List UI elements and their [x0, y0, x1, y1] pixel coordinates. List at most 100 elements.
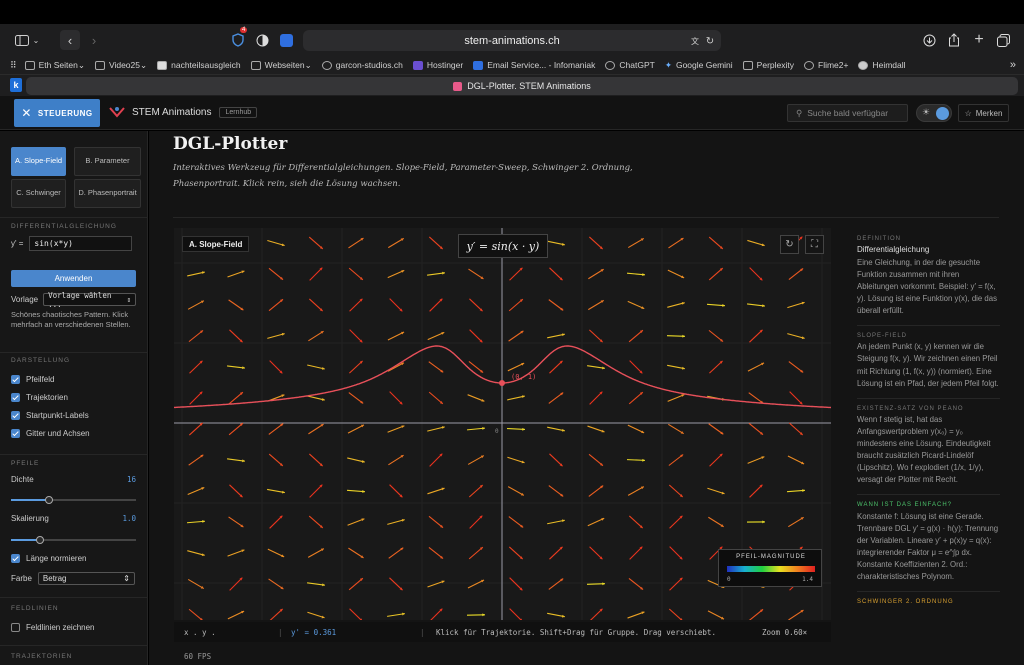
address-bar[interactable]: stem-animations.ch — [303, 30, 721, 51]
ode-prefix: y' = — [11, 239, 24, 248]
bookmark-item[interactable]: Video25 ⌄ — [94, 60, 147, 71]
bookmark-item[interactable]: Heimdall — [858, 60, 906, 70]
arrow-head — [640, 238, 644, 241]
arrow-head — [442, 271, 445, 275]
extension-button[interactable] — [278, 30, 294, 50]
steuerung-button[interactable]: ✕ STEUERUNG — [14, 99, 100, 127]
bookmark-item[interactable]: Perplexity — [742, 60, 794, 70]
arrow-head — [319, 308, 323, 312]
arrow-head — [320, 548, 324, 552]
brand[interactable]: STEM Animations Lernhub — [108, 105, 258, 119]
bookmark-item[interactable]: garcon-studios.ch — [321, 60, 403, 70]
checkbox-startpunkt-labels[interactable]: Startpunkt-Labels — [11, 411, 89, 420]
slope-arrow — [589, 546, 603, 560]
template-select[interactable]: Vorlage wählen ... ⇕ — [43, 291, 137, 309]
checkbox-pfeilfeld[interactable]: Pfeilfeld — [11, 375, 54, 384]
color-row: Farbe Betrag ⇕ — [11, 572, 135, 585]
slope-arrow — [509, 267, 523, 281]
shield-icon — [232, 33, 244, 47]
checkbox-feldlinien[interactable]: Feldlinien zeichnen — [11, 623, 95, 632]
arrow-head — [560, 392, 564, 396]
tab-overview-button[interactable] — [994, 30, 1012, 50]
reset-view-button[interactable]: ↻ — [780, 235, 799, 254]
back-button[interactable]: ‹ — [60, 30, 80, 50]
ode-input[interactable]: sin(x*y) — [29, 236, 133, 251]
bookmark-item[interactable]: nachteilsausgleich — [157, 60, 241, 70]
share-button[interactable] — [945, 30, 963, 50]
slider-handle[interactable] — [35, 536, 44, 544]
info-panel: DEFINITION Differentialgleichung Eine Gl… — [857, 231, 1000, 608]
search-input[interactable]: ⚲ Suche bald verfügbar — [787, 104, 908, 122]
template-label: Vorlage — [11, 295, 39, 304]
arrow-head — [201, 487, 205, 490]
slope-arrow — [189, 391, 203, 405]
slope-arrow — [429, 453, 443, 467]
arrow-head — [759, 329, 763, 333]
forward-button[interactable]: › — [84, 30, 104, 50]
slope-arrow — [508, 330, 524, 342]
dark-mode-extension-button[interactable] — [254, 30, 270, 50]
fullscreen-button[interactable]: ⛶ — [805, 235, 824, 254]
slope-arrow — [789, 391, 803, 405]
grid-icon[interactable]: ⠿ — [10, 59, 17, 70]
arrow-head — [519, 587, 523, 591]
tab-phasenportrait[interactable]: D. Phasenportrait — [74, 179, 141, 208]
translate-button[interactable]: 文 — [688, 31, 702, 51]
arrow-head — [439, 298, 443, 302]
checkbox-trajektorien[interactable]: Trajektorien — [11, 393, 68, 402]
arrow-head — [799, 432, 803, 435]
arrow-head — [319, 246, 323, 249]
pinned-tab[interactable]: k — [10, 78, 22, 92]
checkbox-gitter-achsen[interactable]: Gitter und Achsen — [11, 429, 90, 438]
slope-arrow — [467, 579, 485, 589]
slider-handle[interactable] — [44, 496, 53, 504]
sidebar-toggle-button[interactable]: ⌄ — [10, 30, 44, 50]
arrow-head — [561, 428, 565, 432]
bookmark-item[interactable]: Webseiten ⌄ — [250, 60, 312, 71]
bookmark-item[interactable]: ChatGPT — [605, 60, 655, 70]
arrow-head — [641, 306, 645, 309]
color-select[interactable]: Betrag ⇕ — [37, 572, 135, 585]
active-tab[interactable]: DGL-Plotter. STEM Animations — [26, 77, 1018, 95]
checkbox-laenge-normieren[interactable]: Länge normieren — [11, 554, 86, 563]
half-moon-icon — [256, 34, 268, 46]
slope-arrow — [506, 427, 526, 431]
slope-arrow — [308, 236, 324, 250]
arrow-head — [521, 460, 525, 464]
arrow-head — [642, 273, 645, 276]
tab-parameter[interactable]: B. Parameter — [74, 147, 141, 176]
arrow-head — [199, 360, 203, 364]
arrow-head — [762, 304, 765, 308]
slope-arrow — [507, 362, 525, 372]
tabs-icon — [996, 33, 1010, 47]
slope-arrow — [748, 392, 764, 404]
downloads-button[interactable] — [920, 30, 938, 50]
lernhub-badge[interactable]: Lernhub — [219, 106, 258, 118]
apply-button[interactable]: Anwenden — [11, 270, 136, 287]
tab-schwinger[interactable]: C. Schwinger — [11, 179, 66, 208]
bookmark-item[interactable]: Eth Seiten ⌄ — [24, 60, 85, 71]
slope-arrow — [430, 608, 443, 620]
bookmark-item[interactable]: Hostinger — [412, 60, 463, 70]
slope-field-canvas[interactable]: 0 (0, 1) A. Slope-Field y′ = sin(x · y) ↻… — [174, 228, 831, 620]
slope-field-plot[interactable]: 0 (0, 1) — [174, 228, 831, 620]
slope-arrow — [788, 609, 804, 620]
arrow-head — [481, 399, 485, 402]
bookmark-item[interactable]: Email Service... - Infomaniak — [473, 60, 595, 70]
legend-max: 1.4 — [802, 576, 813, 583]
arrow-head — [439, 608, 443, 612]
slope-arrow — [427, 331, 445, 341]
theme-toggle[interactable]: ☀ — [916, 104, 952, 122]
tab-slope-field[interactable]: A. Slope-Field — [11, 147, 66, 176]
privacy-shield-button[interactable]: 4 — [230, 27, 248, 50]
slope-arrow — [188, 454, 204, 466]
reload-button[interactable]: ↻ — [704, 31, 716, 51]
bookmark-item[interactable]: Flime2+ — [804, 60, 848, 70]
globe-icon — [804, 60, 814, 70]
more-bookmarks-icon[interactable]: » — [1009, 59, 1016, 71]
scale-slider[interactable] — [11, 536, 136, 544]
merken-button[interactable]: ☆ Merken — [958, 104, 1009, 122]
new-tab-button[interactable]: + — [970, 30, 988, 50]
density-slider[interactable] — [11, 496, 136, 504]
bookmark-item[interactable]: ✦ Google Gemini — [664, 59, 733, 71]
